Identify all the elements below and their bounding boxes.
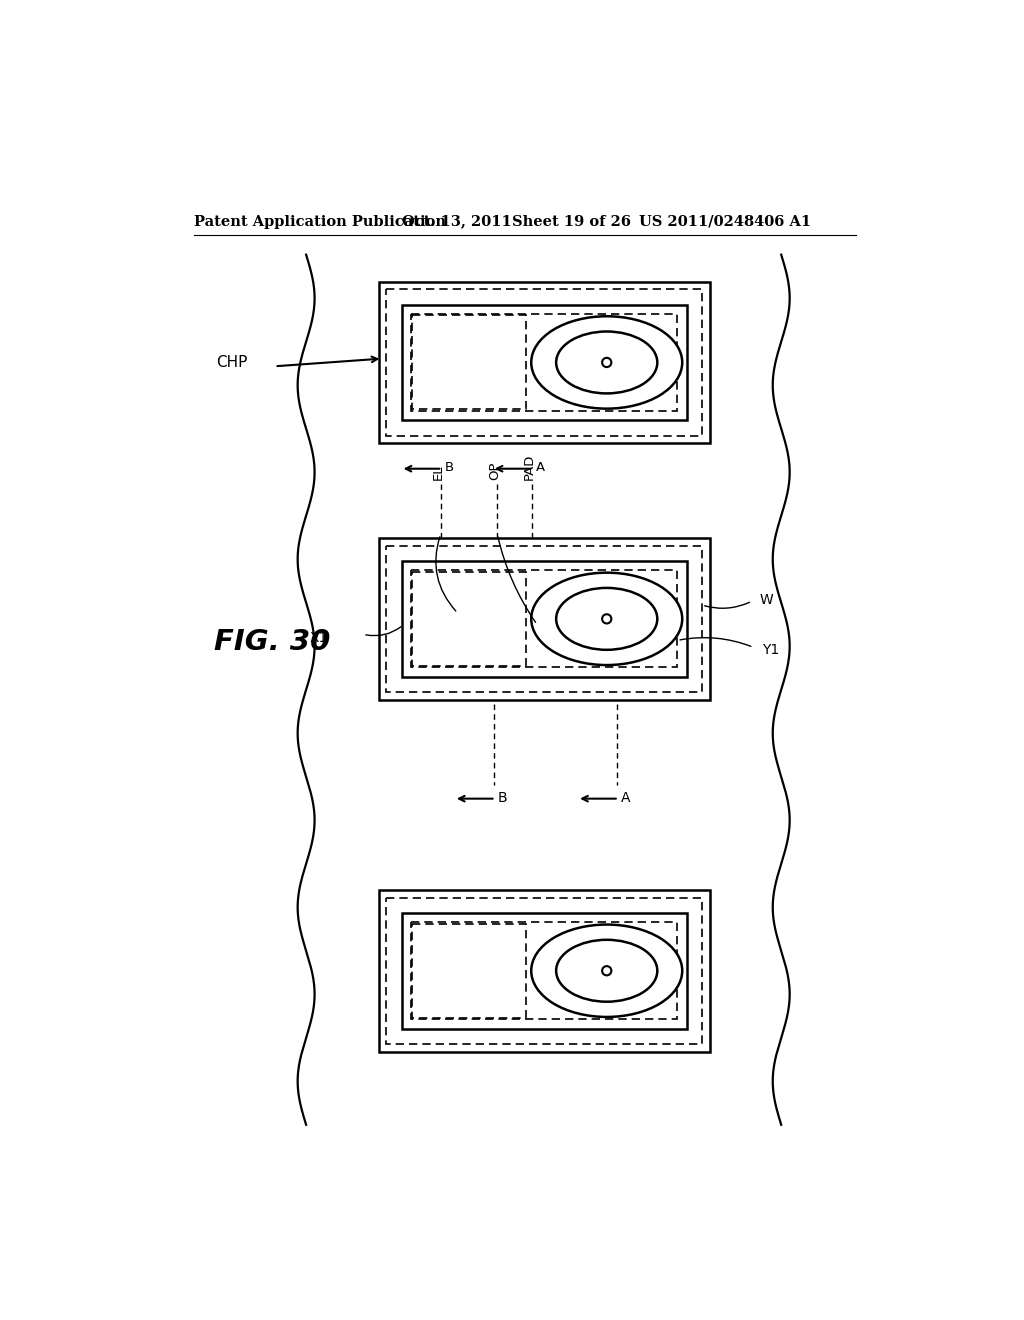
Bar <box>386 289 701 436</box>
Bar <box>379 539 710 700</box>
Text: B: B <box>444 462 454 474</box>
Text: Sheet 19 of 26: Sheet 19 of 26 <box>512 215 632 228</box>
Circle shape <box>602 358 611 367</box>
Ellipse shape <box>531 924 682 1016</box>
Text: Patent Application Publication: Patent Application Publication <box>194 215 445 228</box>
Bar <box>386 545 701 692</box>
Text: CHP: CHP <box>216 355 248 370</box>
Ellipse shape <box>531 317 682 409</box>
Text: W: W <box>760 593 773 607</box>
Bar <box>411 570 677 668</box>
Text: X1: X1 <box>310 631 329 645</box>
Bar <box>413 315 525 409</box>
Text: FIG. 30: FIG. 30 <box>214 628 330 656</box>
Bar <box>379 281 710 444</box>
Text: B: B <box>498 791 508 805</box>
Bar <box>401 561 686 677</box>
Text: Oct. 13, 2011: Oct. 13, 2011 <box>401 215 511 228</box>
Bar <box>413 572 525 665</box>
Ellipse shape <box>556 331 657 393</box>
Circle shape <box>602 614 611 623</box>
Bar <box>411 314 677 411</box>
Text: PAD: PAD <box>523 454 536 480</box>
Text: Y1: Y1 <box>762 643 779 656</box>
Text: EL: EL <box>432 465 444 480</box>
Bar <box>386 898 701 1044</box>
Ellipse shape <box>556 940 657 1002</box>
Text: A: A <box>536 462 545 474</box>
Ellipse shape <box>556 587 657 649</box>
Bar <box>413 924 525 1018</box>
Text: A: A <box>621 791 631 805</box>
Bar <box>401 913 686 1028</box>
Text: US 2011/0248406 A1: US 2011/0248406 A1 <box>639 215 811 228</box>
Bar <box>401 305 686 420</box>
Circle shape <box>602 966 611 975</box>
Ellipse shape <box>531 573 682 665</box>
Bar <box>411 923 677 1019</box>
Text: OP: OP <box>488 462 502 480</box>
Bar <box>379 890 710 1052</box>
